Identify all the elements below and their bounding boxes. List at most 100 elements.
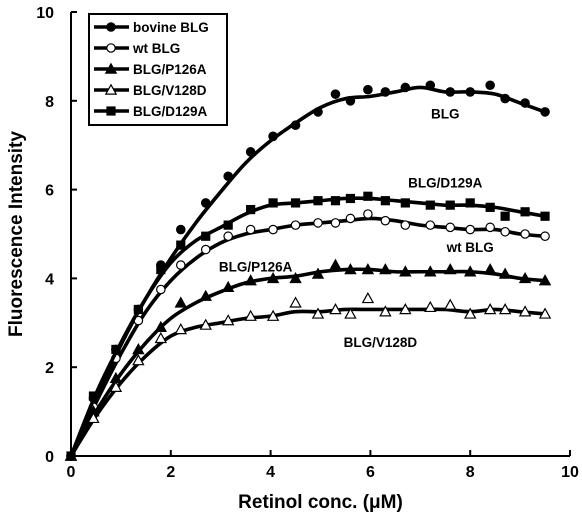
data-point: [344, 263, 357, 275]
data-point: [518, 271, 532, 284]
data-point: [540, 231, 550, 242]
x-tick-label: 2: [166, 464, 175, 481]
data-point: [498, 267, 512, 279]
data-point: [361, 263, 375, 275]
y-axis-ticks: 0 2 4 6 8 10: [36, 5, 77, 466]
data-point: [109, 380, 123, 392]
legend-item: BLG/P126A: [94, 62, 207, 77]
data-point: [200, 198, 211, 208]
legend-item: wt BLG: [94, 41, 180, 56]
legend-marker: [106, 43, 116, 53]
annotation-label: BLG/D129A: [408, 175, 483, 190]
data-point: [329, 303, 342, 315]
data-point: [400, 220, 411, 230]
data-point: [345, 213, 356, 224]
data-point: [538, 307, 552, 319]
legend-marker: [104, 83, 118, 95]
series-line: [69, 307, 546, 457]
data-point: [330, 218, 341, 228]
data-point: [289, 296, 302, 308]
y-tick-label: 2: [45, 360, 54, 377]
annotation-label: BLG/V128D: [344, 335, 418, 350]
legend-marker: [106, 22, 116, 32]
data-point: [330, 89, 341, 99]
y-tick-label: 6: [45, 183, 54, 200]
data-point: [424, 265, 437, 277]
data-point: [520, 229, 530, 239]
data-point: [380, 215, 391, 226]
axes: 0 2 4 6 8 10 0 2 4 6 8 10 Retinol conc. (μM) Fluor…: [6, 5, 579, 513]
data-point: [500, 226, 510, 237]
data-point: [223, 220, 233, 230]
legend-item: BLG/V128D: [94, 83, 207, 98]
y-tick-label: 10: [36, 5, 54, 22]
data-point: [201, 231, 211, 241]
data-point: [176, 240, 186, 250]
data-point: [380, 87, 391, 97]
data-point: [363, 209, 373, 219]
data-point: [174, 323, 187, 335]
data-point: [266, 271, 280, 284]
annotation-label: wt BLG: [446, 240, 494, 255]
data-point: [111, 344, 121, 355]
data-point: [88, 391, 99, 401]
legend-label: bovine BLG: [133, 20, 209, 35]
data-point: [444, 263, 457, 275]
legend-label: BLG/P126A: [133, 62, 207, 77]
data-point: [289, 271, 302, 284]
x-tick-label: 6: [366, 464, 375, 481]
legend: bovine BLG wt BLG BLG/P126A BLG/V128D BLG/D1…: [88, 13, 228, 126]
data-point: [363, 191, 373, 201]
data-point: [379, 263, 392, 275]
data-point: [268, 224, 278, 235]
data-point: [223, 231, 233, 242]
data-point: [344, 307, 357, 319]
data-point: [330, 196, 341, 206]
data-point: [465, 198, 475, 208]
data-point: [399, 303, 412, 315]
data-point: [313, 218, 323, 228]
legend-label: wt BLG: [132, 41, 180, 56]
data-point: [465, 87, 475, 97]
data-point: [87, 411, 100, 424]
data-point: [345, 193, 356, 204]
data-point: [329, 258, 342, 270]
data-point: [463, 307, 477, 319]
legend-marker: [104, 62, 118, 74]
legend-item: bovine BLG: [94, 20, 209, 35]
data-point: [174, 296, 187, 308]
data-point: [244, 274, 257, 286]
legend-label: BLG/V128D: [133, 83, 207, 98]
data-point: [483, 303, 497, 315]
data-point: [445, 222, 456, 233]
data-point: [199, 318, 212, 330]
data-point: [500, 93, 510, 104]
y-tick-label: 0: [45, 449, 54, 466]
data-point: [221, 314, 235, 326]
x-tick-label: 4: [266, 464, 275, 481]
data-point: [425, 80, 436, 91]
data-point: [445, 87, 456, 97]
data-point: [290, 120, 301, 131]
data-point: [361, 291, 375, 304]
data-point: [311, 267, 325, 279]
data-point: [380, 196, 390, 206]
data-point: [483, 263, 497, 275]
data-point: [66, 451, 76, 461]
data-point: [485, 80, 495, 91]
data-point: [200, 244, 211, 255]
data-point: [313, 107, 323, 117]
data-point: [290, 220, 301, 230]
y-tick-label: 4: [45, 271, 54, 288]
annotations: BLG BLG/D129A wt BLG BLG/P126A BLG/V128D: [219, 107, 494, 351]
data-point: [221, 280, 235, 293]
data-point: [445, 200, 455, 210]
data-point: [540, 107, 550, 117]
data-point: [425, 200, 435, 210]
data-point: [498, 303, 512, 315]
annotation-label: BLG: [431, 107, 460, 122]
data-point: [444, 298, 457, 310]
data-point: [175, 224, 186, 235]
legend-label: BLG/D129A: [133, 104, 208, 119]
